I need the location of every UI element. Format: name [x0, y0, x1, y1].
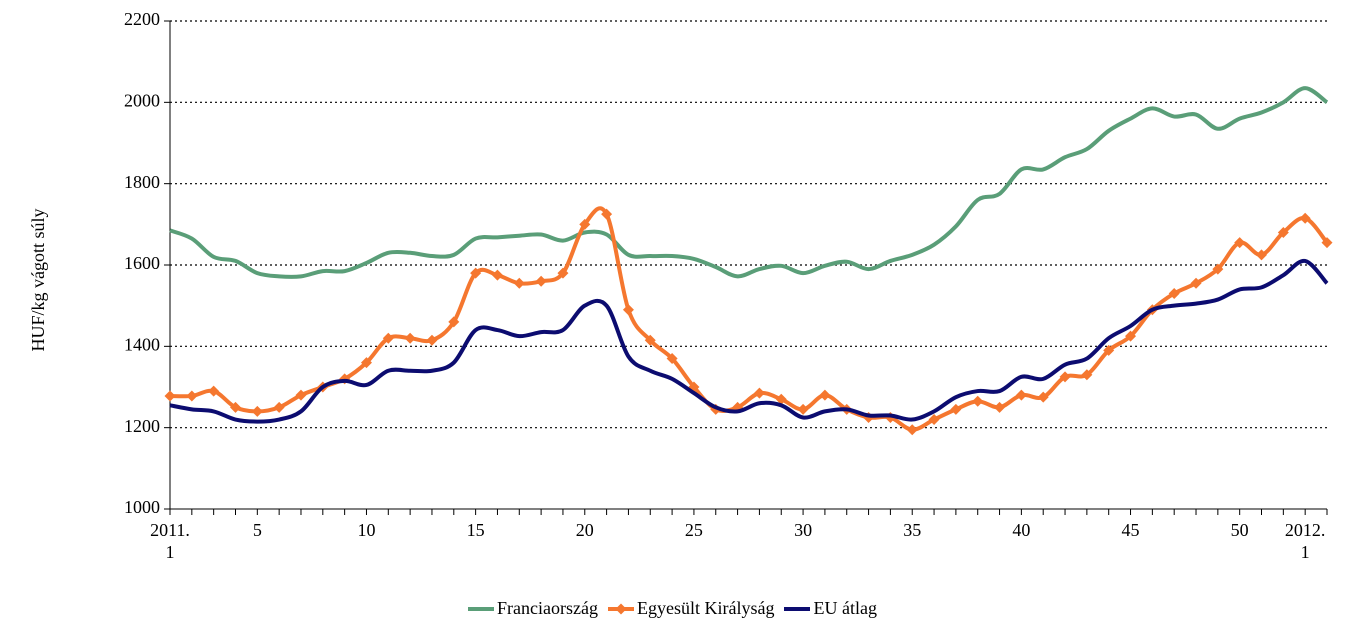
marker — [819, 389, 831, 401]
marker — [470, 267, 482, 279]
marker — [164, 390, 176, 402]
marker — [382, 332, 394, 344]
marker — [1081, 369, 1093, 381]
marker — [622, 304, 634, 316]
y-tick-label: 1400 — [124, 334, 160, 354]
legend-marker — [615, 603, 627, 614]
marker — [1015, 389, 1027, 401]
legend: Franciaország Egyesült Királyság EU átlag — [0, 598, 1345, 619]
marker — [535, 275, 547, 287]
marker — [426, 334, 438, 346]
legend-item: EU átlag — [784, 598, 877, 619]
x-tick-label: 50 — [1230, 520, 1249, 540]
marker — [1277, 226, 1289, 238]
x-tick-label: 30 — [794, 520, 813, 540]
marker — [404, 332, 416, 344]
legend-label: Egyesült Királyság — [636, 598, 775, 618]
marker — [1037, 391, 1049, 403]
marker — [753, 387, 765, 399]
series-line — [169, 86, 1329, 279]
marker — [579, 218, 591, 230]
marker — [295, 389, 307, 401]
x-tick-label: 5 — [252, 520, 262, 540]
marker — [797, 403, 809, 415]
x-tick-label: 40 — [1012, 520, 1031, 540]
marker — [1234, 237, 1246, 249]
y-tick-label: 1800 — [124, 172, 160, 192]
legend-item: Egyesült Királyság — [607, 598, 775, 619]
legend-swatch — [784, 606, 811, 611]
marker — [1103, 344, 1115, 356]
marker — [994, 401, 1006, 413]
legend-label: Franciaország — [497, 598, 598, 618]
marker — [1299, 212, 1311, 224]
marker — [448, 316, 460, 328]
x-tick-label: 10 — [357, 520, 376, 540]
marker — [666, 353, 678, 365]
marker — [775, 393, 787, 405]
marker — [208, 385, 220, 397]
series-line — [169, 258, 1329, 424]
y-tick-label: 2000 — [124, 90, 160, 110]
marker — [1212, 263, 1224, 275]
marker — [186, 390, 198, 402]
marker — [251, 405, 263, 417]
legend-item: Franciaország — [468, 598, 598, 619]
y-tick-label: 1000 — [124, 497, 160, 517]
marker — [972, 395, 984, 407]
legend-label: EU átlag — [813, 598, 877, 618]
y-tick-label: 1600 — [124, 253, 160, 273]
marker — [1256, 249, 1268, 261]
marker — [906, 424, 918, 436]
x-tick-label: 35 — [903, 520, 922, 540]
marker — [601, 208, 613, 220]
marker — [513, 277, 525, 289]
marker — [644, 334, 656, 346]
marker — [950, 403, 962, 415]
legend-swatch — [607, 603, 634, 614]
y-tick-label: 1200 — [124, 416, 160, 436]
marker — [1190, 277, 1202, 289]
marker — [1059, 371, 1071, 383]
marker — [229, 401, 241, 413]
marker — [1321, 237, 1333, 249]
y-tick-label: 2200 — [124, 9, 160, 29]
series-line — [169, 206, 1329, 432]
marker — [360, 357, 372, 369]
marker — [928, 414, 940, 426]
y-axis-label: HUF/kg vágott súly — [28, 208, 48, 351]
x-tick-label: 2012. 1 — [1284, 520, 1326, 562]
x-tick-label: 25 — [684, 520, 703, 540]
x-tick-label: 15 — [466, 520, 485, 540]
marker — [1125, 330, 1137, 342]
legend-swatch — [468, 606, 495, 611]
x-tick-label: 20 — [575, 520, 594, 540]
marker — [491, 269, 503, 281]
marker — [273, 401, 285, 413]
x-tick-label: 45 — [1121, 520, 1140, 540]
marker — [557, 267, 569, 279]
x-tick-label: 2011. 1 — [150, 520, 190, 562]
marker — [1168, 287, 1180, 299]
